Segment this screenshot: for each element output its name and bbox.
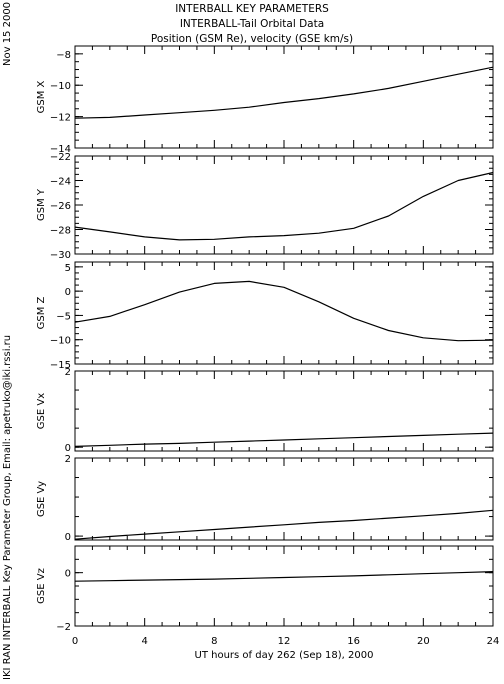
y-tick-label: −10 [50,336,71,347]
y-tick-label: −30 [50,250,71,261]
y-tick-label: 0 [65,532,71,543]
y-tick-label: 2 [65,367,71,378]
chart-title: INTERBALL KEY PARAMETERS [175,3,329,15]
chart-title-block: INTERBALL KEY PARAMETERS INTERBALL-Tail … [0,2,504,47]
x-tick-label: 20 [417,636,430,647]
x-tick-label: 4 [141,636,147,647]
y-axis-label: GSE Vx [36,393,47,429]
x-axis-label: UT hours of day 262 (Sep 18), 2000 [195,650,374,661]
y-axis-label: GSM Y [36,188,47,221]
y-tick-label: 2 [65,454,71,465]
y-tick-label: 0 [65,287,71,298]
y-axis-label: GSE Vz [36,568,47,604]
x-tick-label: 16 [347,636,360,647]
y-axis-label: GSM Z [36,296,47,329]
y-tick-label: −22 [50,152,71,163]
chart-subtitle-2: Position (GSM Re), velocity (GSE km/s) [150,33,354,45]
y-tick-label: −14 [50,144,71,155]
panel-frame [74,457,494,541]
y-tick-label: 0 [65,443,71,454]
panel-frame [74,370,494,452]
chart-subtitle: INTERBALL-Tail Orbital Data [179,18,325,30]
panel-frame [74,261,494,365]
panel-frame [74,155,494,255]
x-tick-label: 0 [72,636,78,647]
y-tick-label: −24 [50,177,71,188]
y-tick-label: 5 [65,263,71,274]
x-tick-label: 8 [211,636,217,647]
x-tick-label: 12 [278,636,291,647]
series-line [74,171,494,241]
y-tick-label: −15 [50,360,71,371]
y-axis-label: GSE Vy [36,481,47,517]
y-tick-label: −5 [56,311,71,322]
y-tick-label: −2 [56,622,71,633]
y-tick-label: −12 [50,113,71,124]
panel-frame [74,545,494,627]
series-line [74,280,494,342]
y-tick-label: −8 [56,50,71,61]
series-line [74,571,494,582]
panel-frame [74,45,494,149]
y-tick-label: −28 [50,226,71,237]
x-tick-label: 24 [487,636,500,647]
y-tick-label: −26 [50,201,71,212]
series-line [74,509,494,540]
series-line [74,432,494,447]
y-tick-label: −10 [50,81,71,92]
y-tick-label: 0 [65,569,71,580]
series-line [74,66,494,119]
y-axis-label: GSM X [36,80,47,113]
